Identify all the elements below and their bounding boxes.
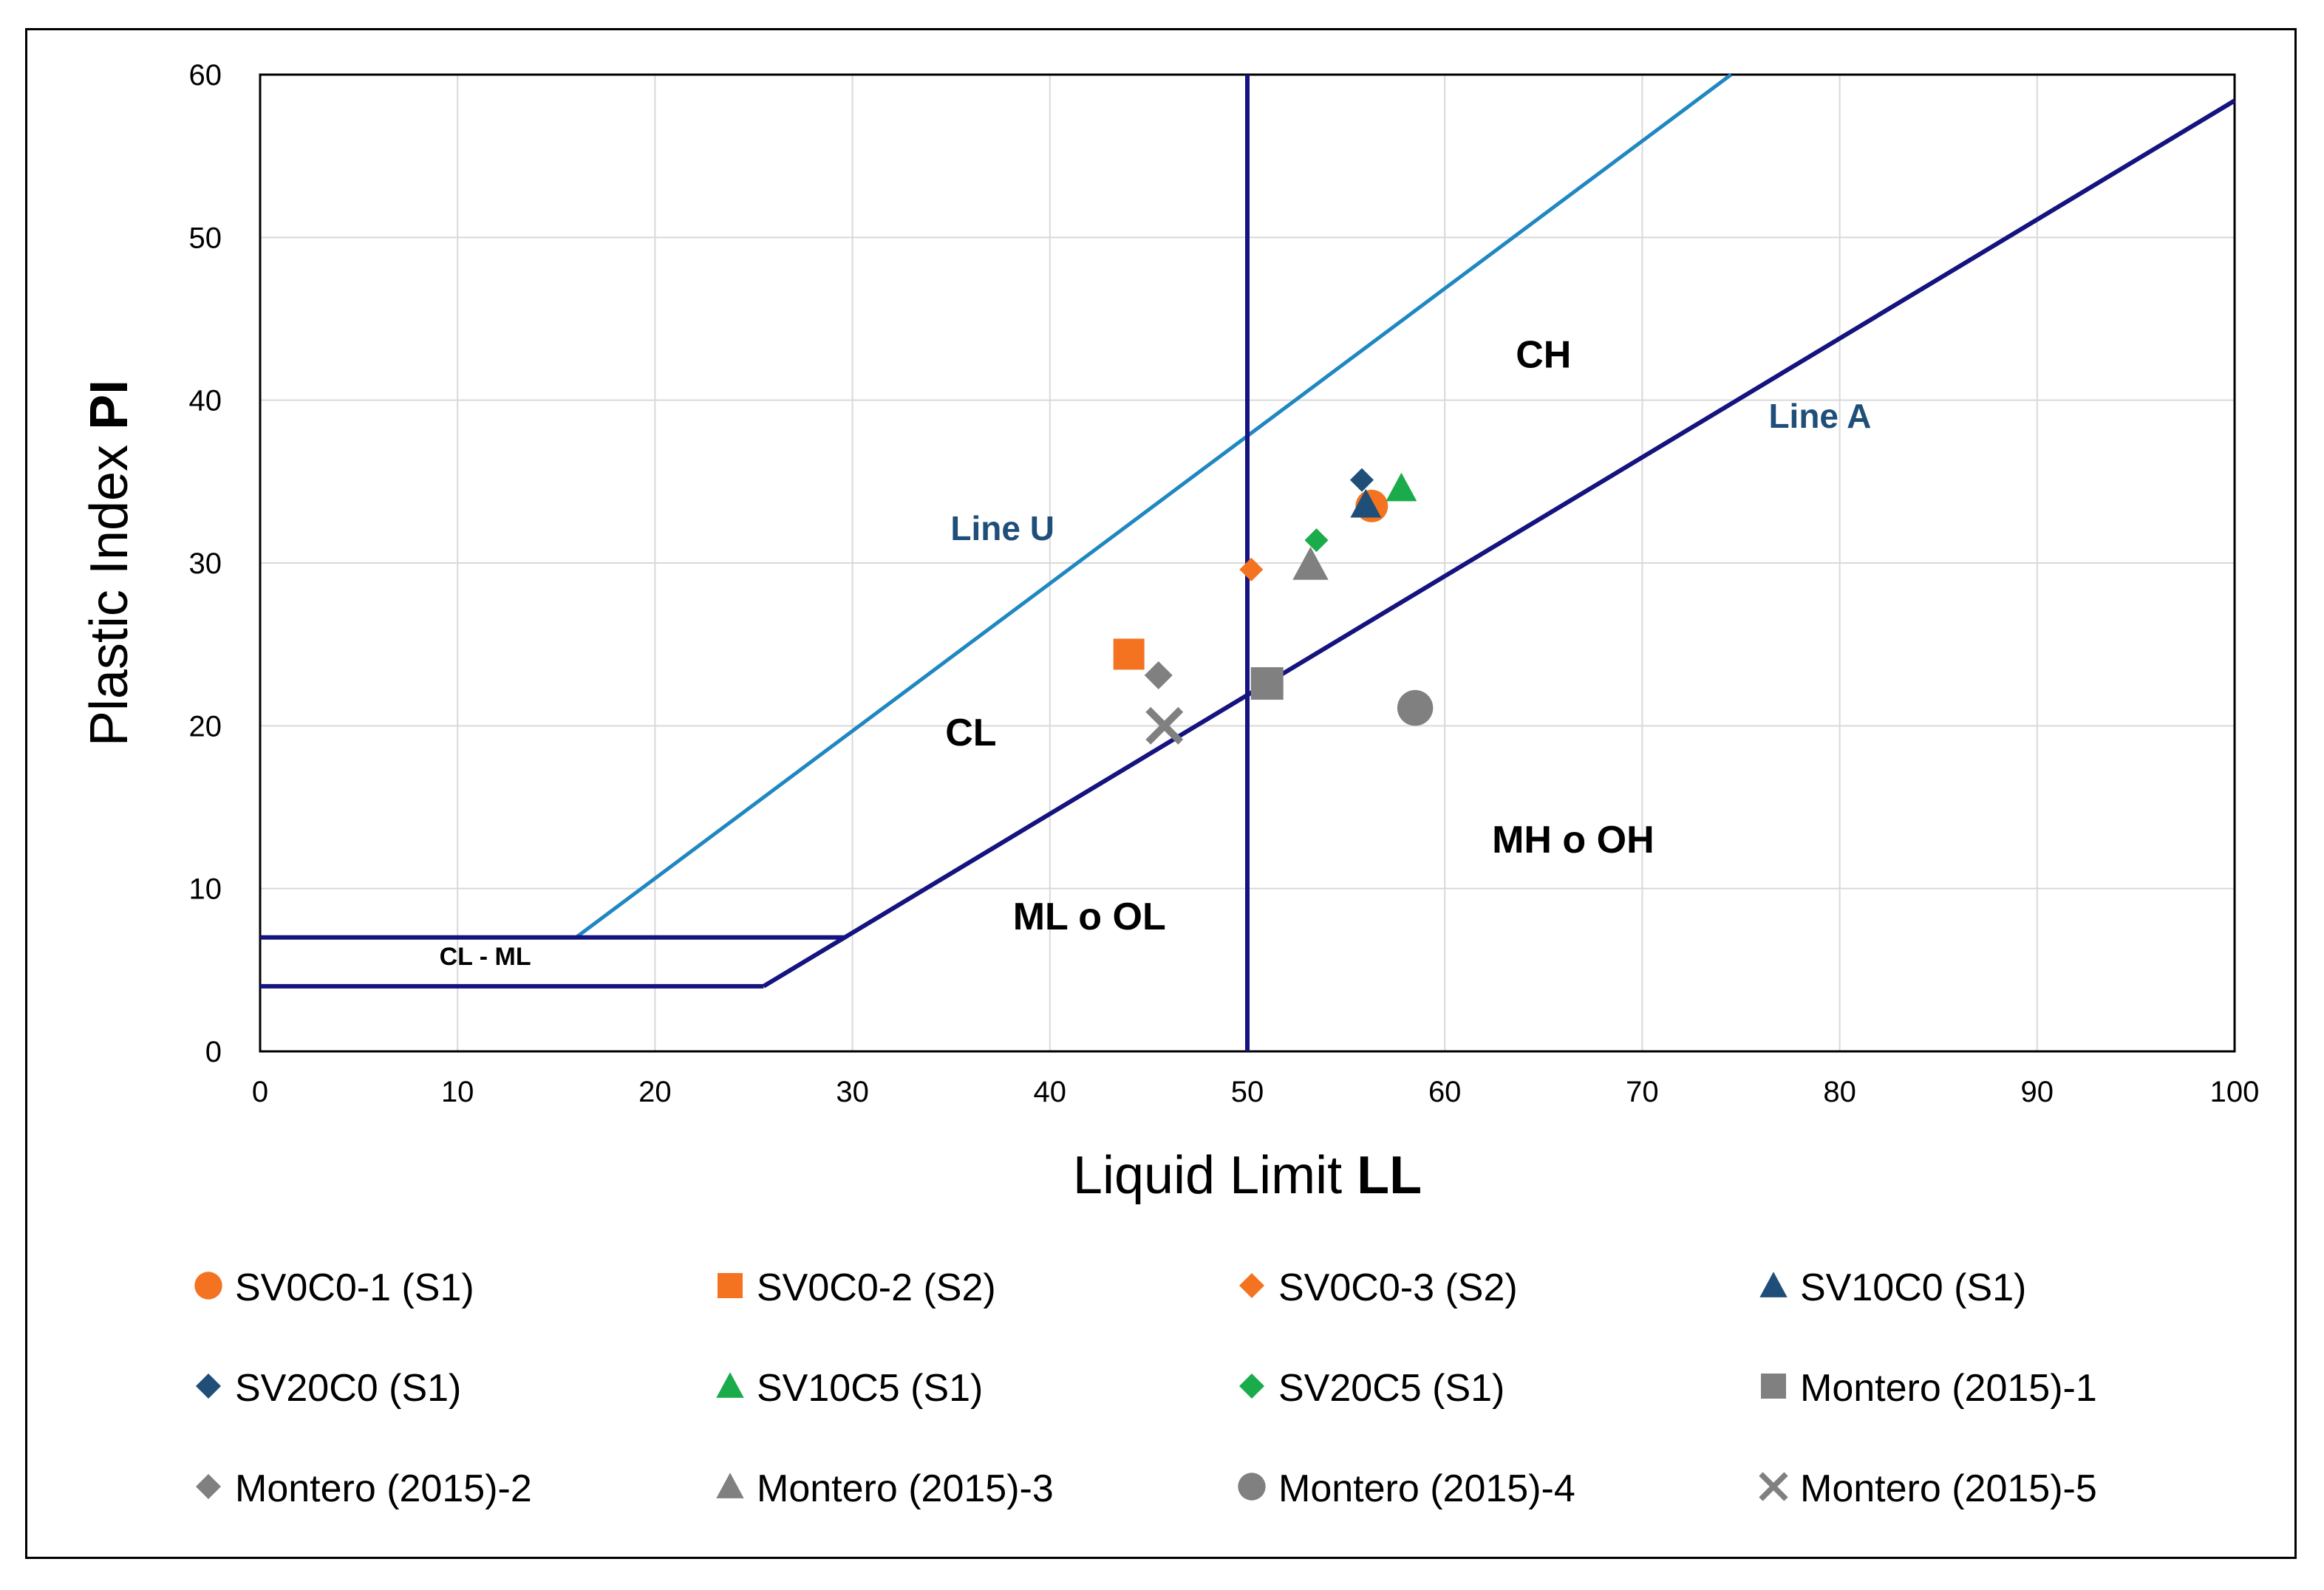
region-labels: CH CL MH o OH ML o OL CL - ML Line U Line A bbox=[440, 334, 1872, 972]
legend-label-0: SV0C0-1 (S1) bbox=[235, 1266, 474, 1309]
legend-label-4: SV20C0 (S1) bbox=[235, 1367, 461, 1410]
legend-marker-10 bbox=[1238, 1473, 1266, 1501]
legend: SV0C0-1 (S1) SV0C0-2 (S2) SV0C0-3 (S2) SV10… bbox=[194, 1266, 2097, 1510]
legend-item-11: Montero (2015)-5 bbox=[1759, 1467, 2097, 1510]
line-label-0: Line U bbox=[950, 509, 1054, 547]
legend-item-0: SV0C0-1 (S1) bbox=[194, 1266, 474, 1309]
legend-item-7: Montero (2015)-1 bbox=[1761, 1367, 2097, 1410]
data-point-9 bbox=[1292, 547, 1329, 580]
x-tick-label-1: 10 bbox=[441, 1076, 474, 1108]
legend-item-5: SV10C5 (S1) bbox=[716, 1367, 983, 1410]
data-point-8 bbox=[1144, 661, 1173, 690]
x-tick-label-2: 20 bbox=[638, 1076, 672, 1108]
y-tick-label-0: 0 bbox=[205, 1036, 222, 1068]
y-axis-title: Plastic Index PI bbox=[80, 380, 139, 746]
legend-marker-11 bbox=[1759, 1472, 1788, 1501]
chart-frame bbox=[25, 28, 2297, 1559]
y-tick-label-6: 60 bbox=[189, 59, 222, 92]
y-axis-title-bold: PI bbox=[80, 380, 139, 430]
region-label-1: CL bbox=[945, 712, 996, 754]
legend-item-3: SV10C0 (S1) bbox=[1759, 1266, 2026, 1309]
data-points bbox=[1113, 468, 1434, 745]
legend-item-8: Montero (2015)-2 bbox=[196, 1467, 532, 1510]
y-axis-title-text: Plastic Index bbox=[80, 445, 139, 746]
legend-label-6: SV20C5 (S1) bbox=[1278, 1367, 1505, 1410]
data-point-6 bbox=[1304, 528, 1329, 553]
x-axis-title: Liquid Limit LL bbox=[1073, 1146, 1422, 1205]
legend-marker-2 bbox=[1239, 1273, 1264, 1298]
legend-marker-7 bbox=[1761, 1374, 1786, 1399]
legend-item-9: Montero (2015)-3 bbox=[716, 1467, 1054, 1510]
legend-marker-0 bbox=[194, 1272, 222, 1300]
x-tick-label-3: 30 bbox=[836, 1076, 869, 1108]
data-point-5 bbox=[1386, 472, 1417, 502]
legend-label-3: SV10C0 (S1) bbox=[1800, 1266, 2026, 1309]
region-label-4: CL - ML bbox=[440, 943, 531, 971]
legend-label-2: SV0C0-3 (S2) bbox=[1278, 1266, 1518, 1309]
line-label-1: Line A bbox=[1768, 397, 1871, 435]
x-tick-label-10: 100 bbox=[2210, 1076, 2260, 1108]
data-point-1 bbox=[1113, 638, 1145, 670]
legend-label-5: SV10C5 (S1) bbox=[757, 1367, 983, 1410]
data-point-10 bbox=[1397, 689, 1434, 726]
legend-marker-5 bbox=[716, 1372, 744, 1398]
legend-marker-3 bbox=[1759, 1272, 1788, 1297]
legend-item-10: Montero (2015)-4 bbox=[1238, 1467, 1575, 1510]
region-label-0: CH bbox=[1516, 334, 1571, 377]
data-point-3 bbox=[1350, 488, 1382, 518]
legend-label-9: Montero (2015)-3 bbox=[757, 1467, 1054, 1510]
data-point-11 bbox=[1145, 706, 1184, 745]
y-tick-label-4: 40 bbox=[189, 385, 222, 417]
legend-item-1: SV0C0-2 (S2) bbox=[718, 1266, 996, 1309]
data-point-7 bbox=[1250, 667, 1284, 700]
legend-label-1: SV0C0-2 (S2) bbox=[757, 1266, 996, 1309]
y-tick-label-5: 50 bbox=[189, 222, 222, 254]
legend-item-4: SV20C0 (S1) bbox=[196, 1367, 461, 1410]
legend-marker-1 bbox=[718, 1273, 743, 1298]
legend-marker-4 bbox=[196, 1374, 221, 1399]
x-tick-label-8: 80 bbox=[1823, 1076, 1856, 1108]
classification-lines bbox=[260, 72, 2236, 1051]
legend-label-11: Montero (2015)-5 bbox=[1800, 1467, 2097, 1510]
classification-line-0 bbox=[575, 72, 1733, 939]
legend-label-7: Montero (2015)-1 bbox=[1800, 1367, 2097, 1410]
legend-label-8: Montero (2015)-2 bbox=[235, 1467, 532, 1510]
x-tick-label-6: 60 bbox=[1428, 1076, 1462, 1108]
legend-item-6: SV20C5 (S1) bbox=[1239, 1367, 1505, 1410]
legend-item-2: SV0C0-3 (S2) bbox=[1239, 1266, 1518, 1309]
x-tick-label-0: 0 bbox=[252, 1076, 268, 1108]
legend-marker-9 bbox=[716, 1473, 744, 1498]
x-tick-label-5: 50 bbox=[1231, 1076, 1264, 1108]
data-point-4 bbox=[1349, 468, 1374, 492]
y-tick-label-1: 10 bbox=[189, 873, 222, 906]
data-point-2 bbox=[1239, 557, 1264, 581]
classification-line-1 bbox=[762, 98, 2236, 989]
x-tick-label-9: 90 bbox=[2021, 1076, 2054, 1108]
x-axis-title-bold: LL bbox=[1357, 1146, 1422, 1205]
legend-marker-8 bbox=[196, 1474, 221, 1499]
legend-label-10: Montero (2015)-4 bbox=[1278, 1467, 1575, 1510]
region-label-2: MH o OH bbox=[1492, 819, 1655, 861]
tick-labels: 0 10 20 30 40 50 60 70 80 90 100 0 10 20 30 40 50 60 bbox=[189, 59, 2260, 1108]
x-tick-label-7: 70 bbox=[1626, 1076, 1659, 1108]
legend-marker-6 bbox=[1239, 1374, 1264, 1399]
y-tick-label-3: 30 bbox=[189, 547, 222, 580]
y-tick-label-2: 20 bbox=[189, 710, 222, 743]
x-tick-label-4: 40 bbox=[1034, 1076, 1067, 1108]
x-axis-title-text: Liquid Limit bbox=[1073, 1146, 1342, 1205]
region-label-3: ML o OL bbox=[1013, 895, 1166, 938]
